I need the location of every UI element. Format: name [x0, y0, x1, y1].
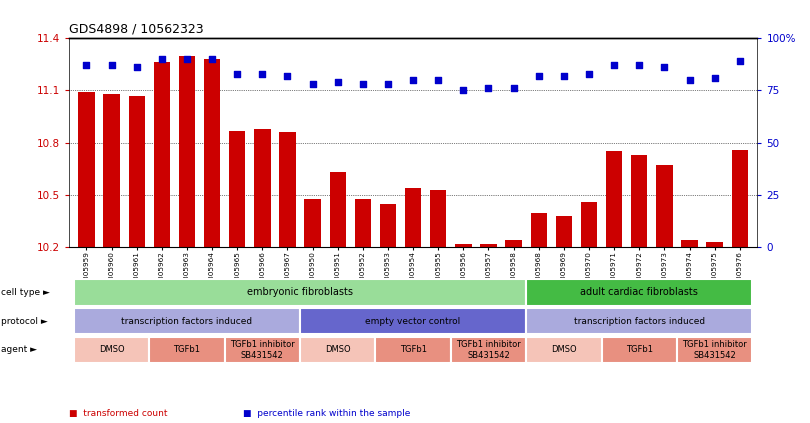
Text: transcription factors induced: transcription factors induced	[573, 316, 705, 326]
FancyBboxPatch shape	[526, 337, 602, 363]
Bar	[531, 212, 547, 247]
Bar	[305, 198, 321, 247]
Point	[231, 70, 244, 77]
Text: ■  percentile rank within the sample: ■ percentile rank within the sample	[243, 409, 411, 418]
Text: embryonic fibroblasts: embryonic fibroblasts	[247, 287, 353, 297]
Text: DMSO: DMSO	[99, 345, 125, 354]
Point	[181, 56, 194, 63]
Text: DMSO: DMSO	[551, 345, 577, 354]
FancyBboxPatch shape	[451, 337, 526, 363]
Point	[557, 72, 570, 79]
FancyBboxPatch shape	[526, 308, 752, 334]
Point	[206, 56, 219, 63]
Point	[407, 77, 420, 83]
Bar	[254, 129, 271, 247]
Bar	[480, 244, 497, 247]
Bar	[279, 132, 296, 247]
Point	[105, 62, 118, 69]
Text: agent ►: agent ►	[1, 345, 36, 354]
Point	[507, 85, 520, 92]
Text: TGFb1: TGFb1	[399, 345, 427, 354]
Bar	[79, 92, 95, 247]
Point	[708, 74, 721, 81]
FancyBboxPatch shape	[677, 337, 752, 363]
Bar	[129, 96, 145, 247]
Point	[432, 77, 445, 83]
FancyBboxPatch shape	[300, 337, 375, 363]
Bar	[731, 150, 748, 247]
Point	[382, 81, 394, 88]
Bar	[505, 240, 522, 247]
Bar	[656, 165, 672, 247]
Bar	[681, 240, 697, 247]
Point	[532, 72, 545, 79]
Text: DMSO: DMSO	[325, 345, 351, 354]
FancyBboxPatch shape	[74, 308, 300, 334]
Text: ■  transformed count: ■ transformed count	[69, 409, 168, 418]
FancyBboxPatch shape	[602, 337, 677, 363]
Bar	[631, 155, 647, 247]
Bar	[556, 216, 572, 247]
FancyBboxPatch shape	[149, 337, 224, 363]
Text: TGFb1 inhibitor
SB431542: TGFb1 inhibitor SB431542	[230, 340, 295, 360]
Text: TGFb1 inhibitor
SB431542: TGFb1 inhibitor SB431542	[682, 340, 747, 360]
Point	[306, 81, 319, 88]
Text: adult cardiac fibroblasts: adult cardiac fibroblasts	[580, 287, 698, 297]
FancyBboxPatch shape	[224, 337, 300, 363]
Bar	[229, 131, 245, 247]
Bar	[179, 55, 195, 247]
Point	[733, 58, 746, 64]
Point	[281, 72, 294, 79]
Bar	[104, 94, 120, 247]
Bar	[154, 63, 170, 247]
Text: TGFb1 inhibitor
SB431542: TGFb1 inhibitor SB431542	[456, 340, 521, 360]
Bar	[430, 190, 446, 247]
Text: GDS4898 / 10562323: GDS4898 / 10562323	[69, 22, 203, 36]
Bar	[606, 151, 622, 247]
Point	[633, 62, 646, 69]
Text: transcription factors induced: transcription factors induced	[122, 316, 253, 326]
Bar	[706, 242, 723, 247]
Text: cell type ►: cell type ►	[1, 288, 49, 297]
Point	[331, 79, 344, 85]
Point	[156, 56, 168, 63]
FancyBboxPatch shape	[375, 337, 451, 363]
Bar	[355, 198, 371, 247]
Text: empty vector control: empty vector control	[365, 316, 461, 326]
Point	[658, 64, 671, 71]
Point	[80, 62, 93, 69]
Point	[356, 81, 369, 88]
Point	[608, 62, 620, 69]
Bar	[455, 244, 471, 247]
Bar	[405, 188, 421, 247]
Point	[130, 64, 143, 71]
Text: protocol ►: protocol ►	[1, 316, 48, 326]
Bar	[330, 173, 346, 247]
Point	[457, 87, 470, 94]
Point	[683, 77, 696, 83]
FancyBboxPatch shape	[74, 337, 149, 363]
Bar	[380, 204, 396, 247]
Bar	[204, 59, 220, 247]
Point	[256, 70, 269, 77]
FancyBboxPatch shape	[526, 279, 752, 305]
Text: TGFb1: TGFb1	[173, 345, 200, 354]
Point	[582, 70, 595, 77]
Text: TGFb1: TGFb1	[626, 345, 653, 354]
Point	[482, 85, 495, 92]
FancyBboxPatch shape	[300, 308, 526, 334]
FancyBboxPatch shape	[74, 279, 526, 305]
Bar	[581, 202, 597, 247]
